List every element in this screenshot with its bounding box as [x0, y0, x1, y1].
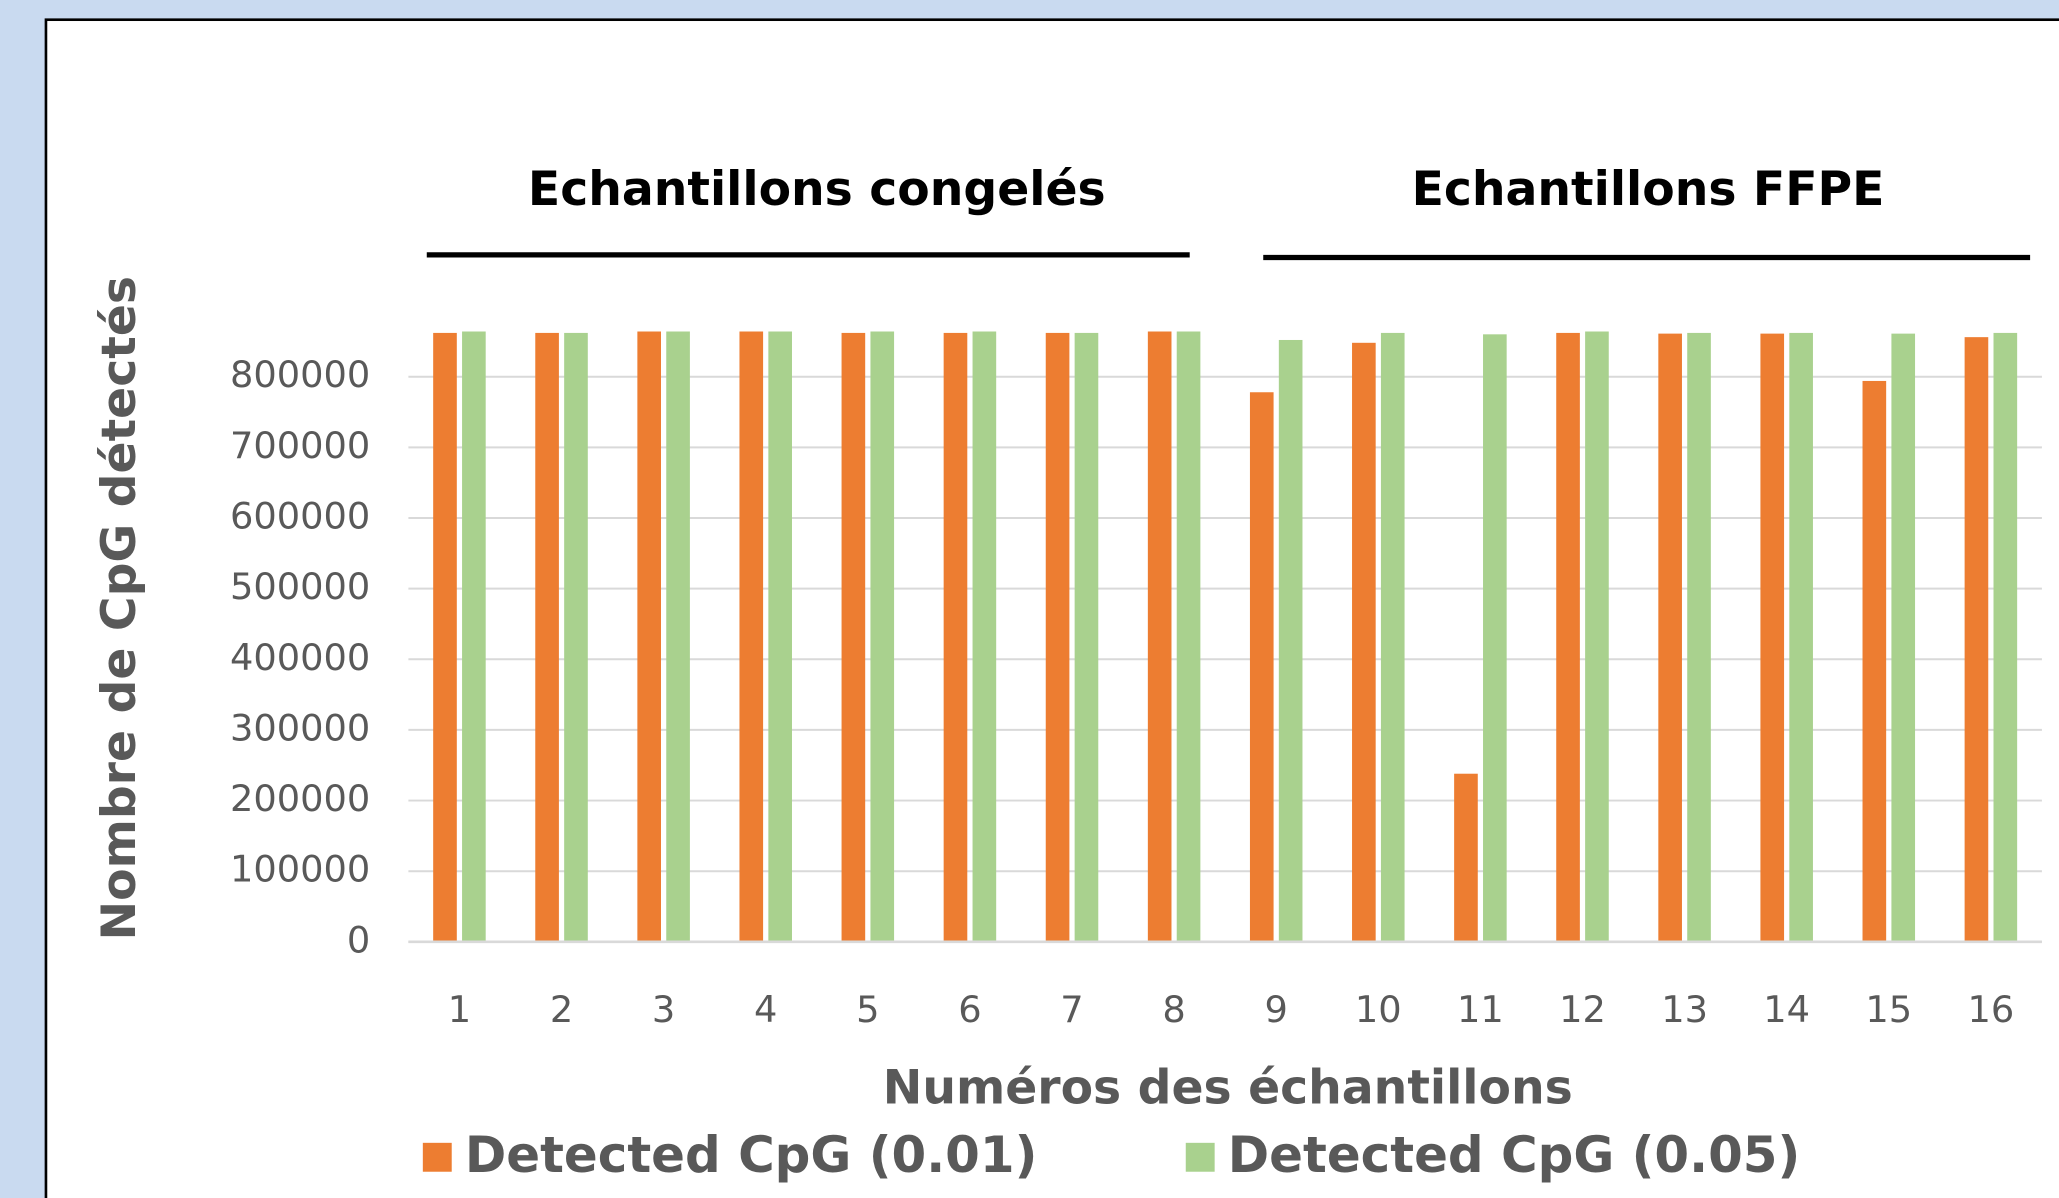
- y-axis-title: Nombre de CpG détectés: [92, 276, 147, 941]
- bar: [535, 332, 559, 942]
- y-tick-label: 700000: [230, 424, 370, 467]
- x-tick-label: 3: [652, 988, 675, 1031]
- bar: [870, 331, 895, 942]
- x-tick-label: 12: [1559, 988, 1606, 1031]
- bar: [1789, 332, 1813, 942]
- x-tick-label: 13: [1661, 988, 1708, 1031]
- bar: [1964, 337, 1989, 942]
- bar: [462, 331, 486, 942]
- bar: [1993, 332, 2018, 942]
- x-tick-label: 6: [958, 988, 981, 1031]
- bar: [768, 331, 792, 942]
- bar: [1556, 332, 1580, 942]
- legend-label: Detected CpG (0.05): [1228, 1126, 1801, 1184]
- legend-swatch: [422, 1142, 452, 1172]
- bar: [1687, 332, 1711, 942]
- bar: [1658, 333, 1682, 942]
- legend-swatch: [1185, 1142, 1215, 1172]
- bar: [1454, 773, 1478, 942]
- x-tick-label: 8: [1162, 988, 1185, 1031]
- y-tick-label: 200000: [230, 777, 370, 820]
- y-tick-label: 0: [347, 918, 370, 961]
- bar: [1249, 392, 1274, 942]
- bar: [1352, 342, 1376, 942]
- y-tick-label: 500000: [230, 565, 370, 608]
- bar: [1585, 331, 1609, 942]
- bar: [1176, 331, 1201, 942]
- bar: [1760, 333, 1785, 942]
- bar: [943, 332, 968, 942]
- bar: [1862, 380, 1887, 942]
- x-tick-label: 2: [550, 988, 573, 1031]
- x-tick-label: 11: [1457, 988, 1504, 1031]
- x-tick-label: 15: [1865, 988, 1912, 1031]
- legend-label: Detected CpG (0.01): [465, 1126, 1038, 1184]
- bar: [1278, 339, 1303, 942]
- x-tick-label: 16: [1967, 988, 2014, 1031]
- x-tick-label: 5: [856, 988, 879, 1031]
- bar: [1045, 332, 1070, 942]
- x-tick-label: 9: [1265, 988, 1288, 1031]
- y-tick-label: 600000: [230, 494, 370, 537]
- group-label: Echantillons congelés: [528, 162, 1106, 217]
- bar: [637, 331, 662, 942]
- group-label: Echantillons FFPE: [1412, 162, 1885, 217]
- x-tick-label: 14: [1763, 988, 1810, 1031]
- bar: [972, 331, 997, 942]
- y-tick-label: 800000: [230, 353, 370, 396]
- y-tick-label: 100000: [230, 848, 370, 891]
- y-tick-label: 300000: [230, 706, 370, 749]
- bar: [433, 332, 457, 942]
- x-tick-label: 7: [1060, 988, 1083, 1031]
- bar: [739, 331, 764, 942]
- bar: [1074, 332, 1099, 942]
- bar: [1483, 334, 1507, 942]
- bar: [564, 332, 588, 942]
- x-tick-label: 1: [448, 988, 471, 1031]
- x-axis-title: Numéros des échantillons: [883, 1060, 1573, 1115]
- bar: [841, 332, 866, 942]
- bar: [1891, 333, 1916, 942]
- y-tick-label: 400000: [230, 636, 370, 679]
- x-tick-label: 10: [1355, 988, 1402, 1031]
- x-tick-label: 4: [754, 988, 777, 1031]
- bar: [1380, 332, 1405, 942]
- bar: [666, 331, 690, 942]
- bar: [1147, 331, 1172, 942]
